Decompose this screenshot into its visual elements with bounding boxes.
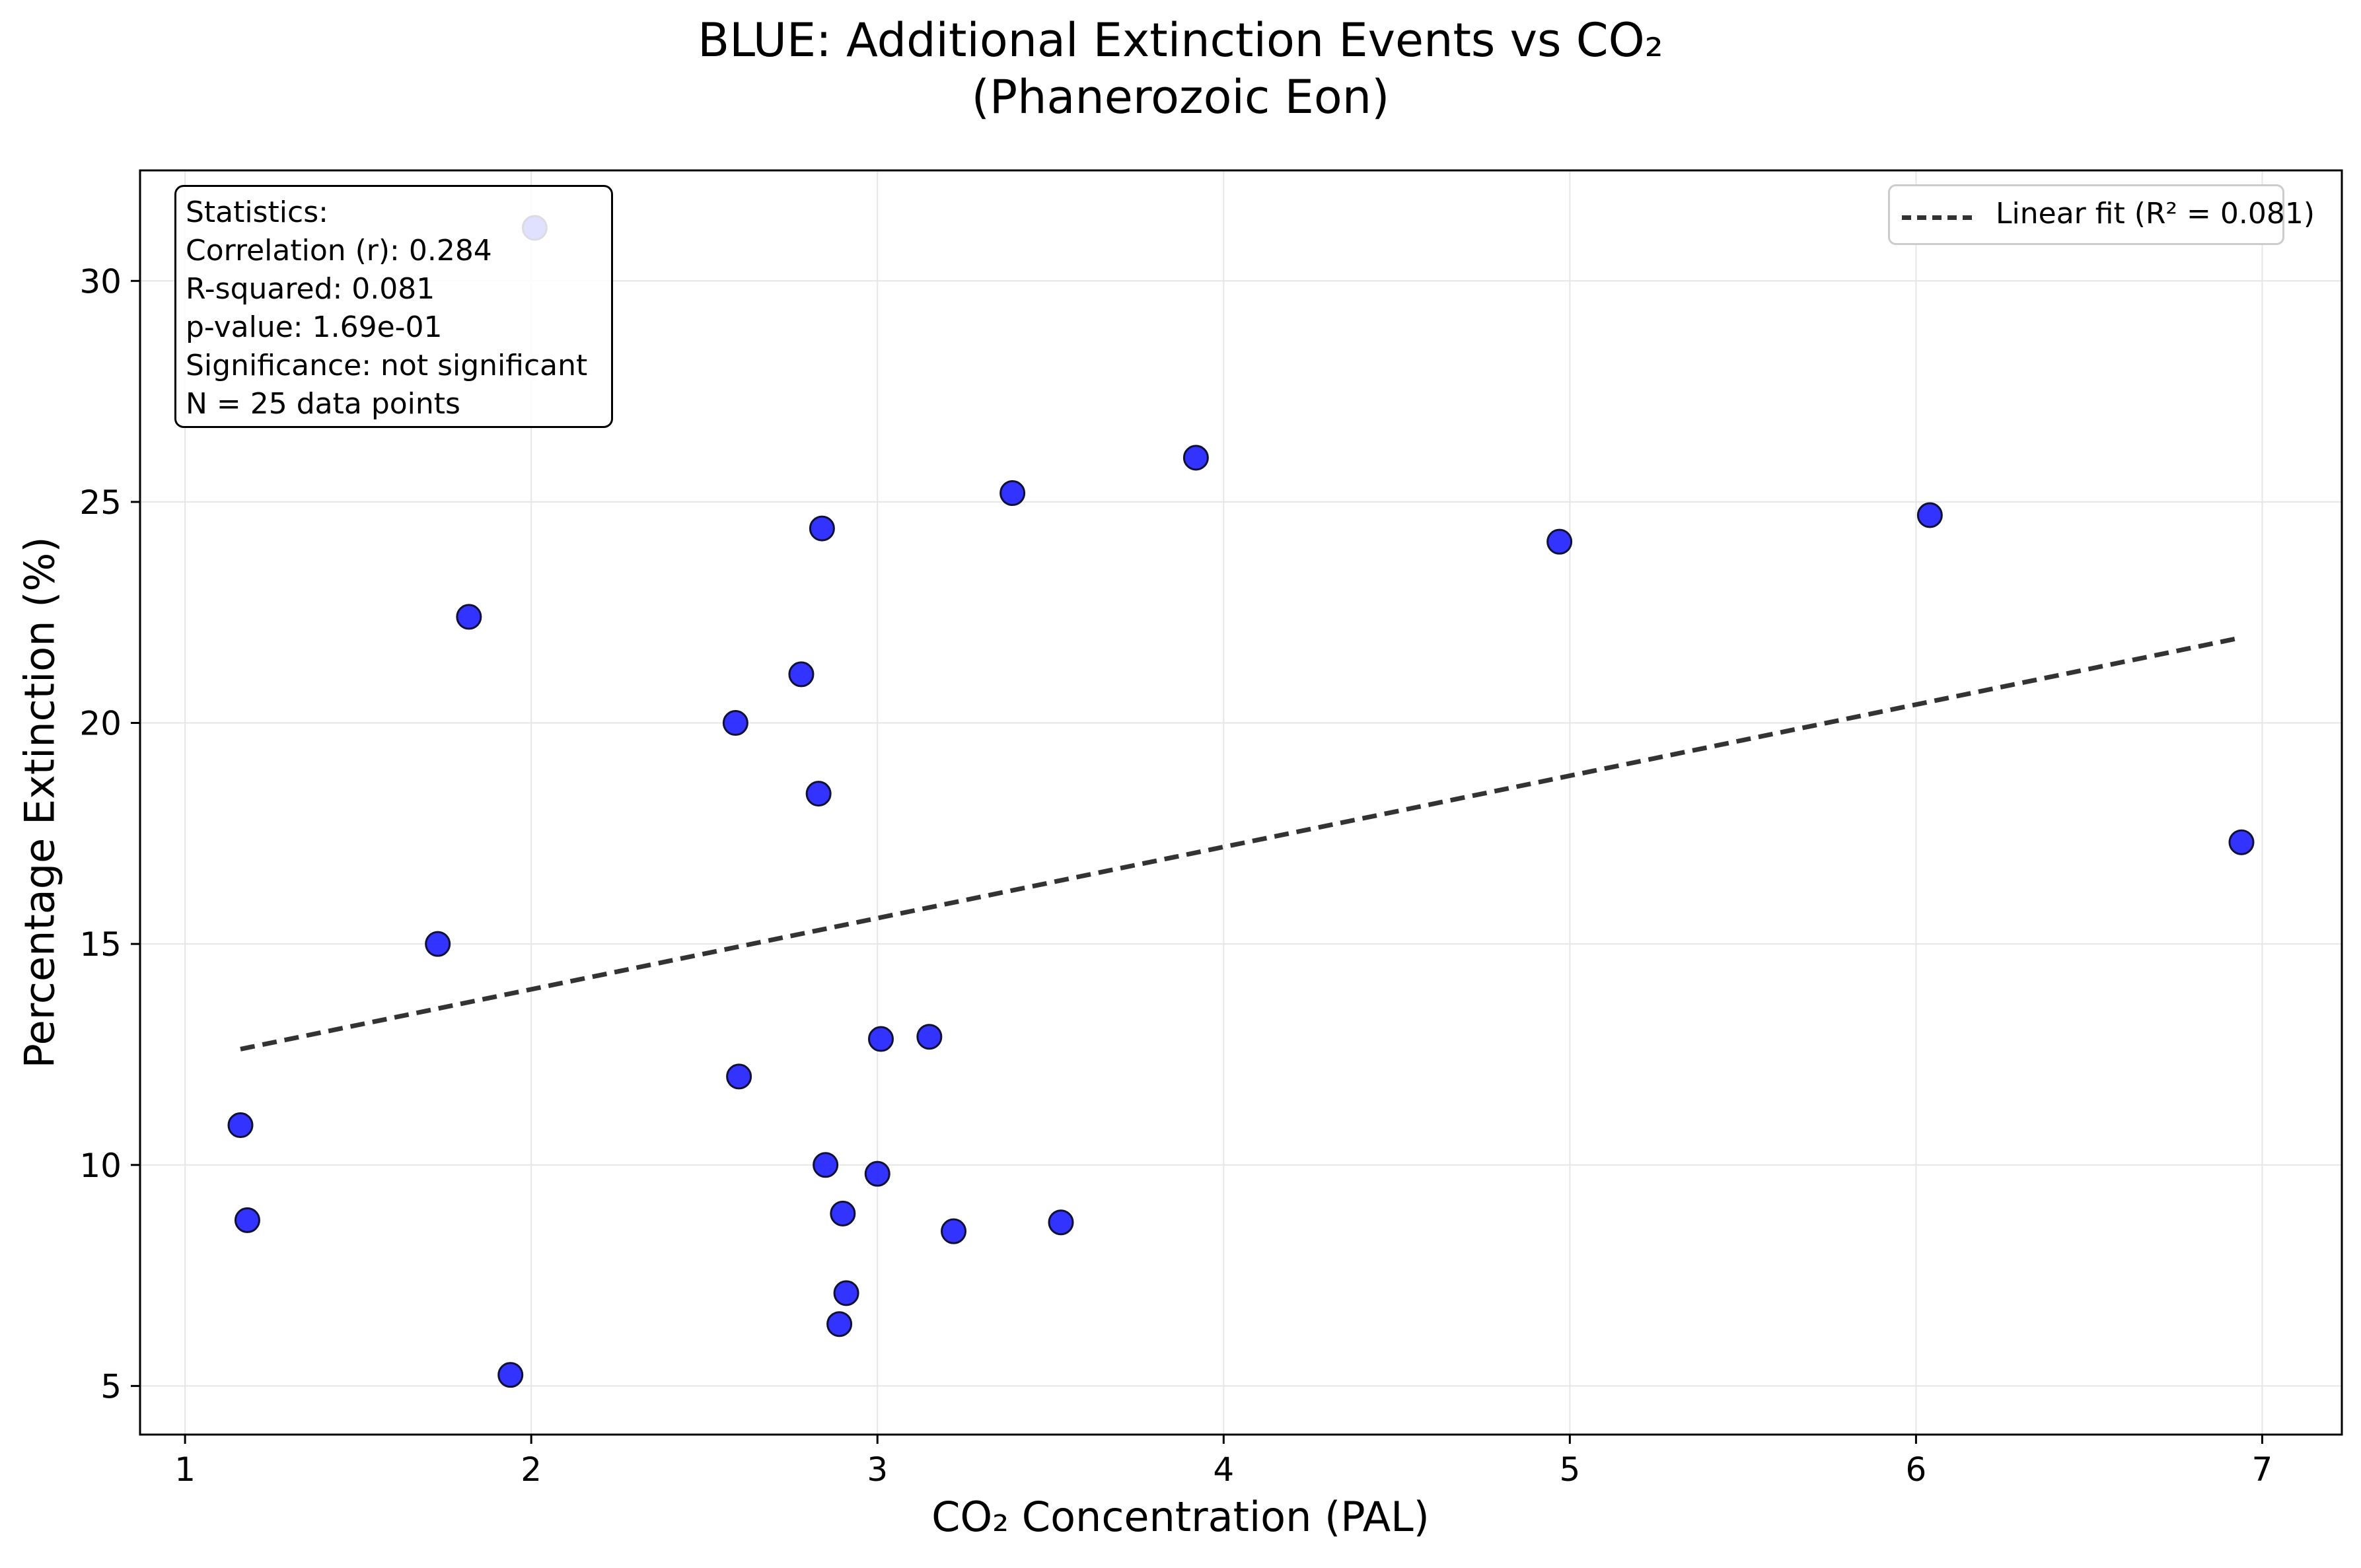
x-tick-label: 4 [1213, 1450, 1234, 1489]
x-tick-label: 5 [1559, 1450, 1580, 1489]
data-point [810, 517, 834, 540]
chart-title: BLUE: Additional Extinction Events vs CO… [0, 12, 2361, 69]
data-point [2230, 830, 2253, 854]
x-tick-label: 2 [521, 1450, 542, 1489]
data-point [1548, 530, 1572, 553]
data-point [869, 1027, 892, 1051]
data-point [834, 1281, 858, 1305]
data-point [918, 1025, 941, 1049]
data-point [1049, 1211, 1073, 1234]
y-tick-label: 30 [79, 262, 122, 301]
data-point [814, 1153, 838, 1177]
data-point [831, 1201, 855, 1225]
stats-significance: Significance: not significant [186, 347, 602, 385]
data-point [727, 1065, 751, 1088]
x-tick-label: 3 [867, 1450, 888, 1489]
data-point [807, 782, 830, 806]
stats-n-points: N = 25 data points [186, 385, 602, 423]
data-point [865, 1162, 889, 1186]
linear-fit-line [240, 637, 2241, 1049]
x-tick-label: 1 [174, 1450, 196, 1489]
y-tick-label: 5 [100, 1367, 122, 1406]
data-point [235, 1208, 259, 1232]
data-point [1001, 481, 1025, 505]
legend-fit-label: Linear fit (R² = 0.081) [1996, 197, 2315, 231]
x-axis-label: CO₂ Concentration (PAL) [0, 1493, 2361, 1541]
y-tick-label: 10 [79, 1147, 122, 1185]
data-point [789, 662, 813, 686]
stats-r-squared: R-squared: 0.081 [186, 270, 602, 308]
data-point [1918, 503, 1942, 527]
axis-ticks: 1 2 3 4 5 6 7 5 10 15 20 25 30 [79, 262, 2272, 1489]
y-tick-label: 15 [79, 925, 122, 964]
x-tick-label: 7 [2252, 1450, 2273, 1489]
data-point [499, 1363, 523, 1387]
data-point [457, 605, 481, 629]
data-point [942, 1219, 966, 1243]
statistics-box: Statistics: Correlation (r): 0.284 R-squ… [174, 185, 613, 428]
legend-fit-line-swatch [1902, 215, 1972, 220]
data-point [426, 932, 450, 956]
chart-subtitle: (Phanerozoic Eon) [0, 69, 2361, 125]
stats-p-value: p-value: 1.69e-01 [186, 308, 602, 347]
data-point [828, 1312, 852, 1336]
y-tick-label: 20 [79, 705, 122, 743]
data-point [229, 1114, 252, 1137]
stats-correlation: Correlation (r): 0.284 [186, 232, 602, 270]
fit-layer [240, 637, 2241, 1049]
stats-heading: Statistics: [186, 194, 602, 232]
x-tick-label: 6 [1906, 1450, 1927, 1489]
legend: Linear fit (R² = 0.081) [1888, 184, 2284, 245]
y-tick-label: 25 [79, 483, 122, 522]
y-axis-label: Percentage Extinction (%) [16, 536, 64, 1068]
data-point [1184, 446, 1208, 470]
data-point [723, 711, 747, 735]
